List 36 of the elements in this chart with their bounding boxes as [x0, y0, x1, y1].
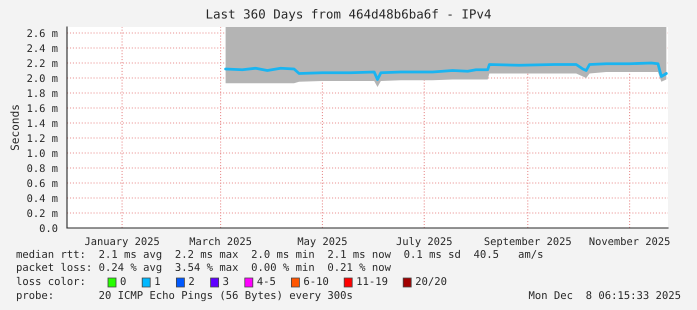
- x-tick-label: November 2025: [590, 237, 670, 246]
- y-tick-label: 0.6 m: [27, 179, 58, 188]
- y-tick-label: 2.6 m: [27, 29, 58, 38]
- text: Mon Dec 8 06:15:33 2025: [528, 291, 680, 300]
- y-tick-label: 1.6 m: [28, 104, 58, 112]
- text: probe: 20 ICMP Echo Pings (56 Bytes) every 300s: [16, 290, 352, 302]
- line-series: [224, 62, 668, 81]
- y-tick-label: 0.8 m: [27, 164, 58, 172]
- y-tick-label: 1.8 m: [28, 89, 58, 98]
- text: 3: [223, 277, 228, 286]
- x-tick-label: March 2025: [190, 237, 252, 246]
- y-tick-label: 0.4 m: [27, 194, 58, 202]
- y-tick-label: 1.4 m: [28, 119, 58, 127]
- y-tick-label: 0.2 m: [27, 209, 58, 218]
- text: 1: [155, 277, 160, 285]
- y-tick-label: 2.4 m: [27, 44, 58, 52]
- text: 6-10: [304, 277, 328, 286]
- text: loss color:: [16, 276, 84, 286]
- chart-title: Last 360 Days from 464d48b6ba6f - IPv4: [206, 8, 491, 22]
- text: 20/20: [416, 277, 446, 286]
- x-tick-label: January 2025: [85, 237, 159, 248]
- text: median rtt: 2.1 ms avg 2.2 ms max 2.0 ms min 2.1 ms now 0.1 ms sd 40.5 am/s: [16, 250, 542, 260]
- y-tick-label: 1.2 m: [28, 134, 58, 142]
- text: 0: [120, 277, 126, 286]
- y-tick-label: 0.0: [40, 224, 58, 232]
- text: 2: [189, 277, 194, 285]
- y-axis-title: Seconds: [10, 105, 19, 150]
- text: 4-5: [257, 277, 276, 286]
- text: 11-19: [357, 277, 388, 286]
- x-tick-label: September 2025: [484, 237, 571, 248]
- y-tick-label: 2.0 m: [27, 74, 58, 82]
- text: packet loss: 0.24 % avg 3.54 % max 0.00 % min 0.21 % now: [16, 262, 391, 274]
- x-tick-label: July 2025: [396, 237, 452, 248]
- y-tick-label: 1.0 m: [28, 149, 58, 158]
- y-tick-label: 2.2 m: [27, 59, 58, 67]
- x-tick-label: May 2025: [298, 237, 347, 248]
